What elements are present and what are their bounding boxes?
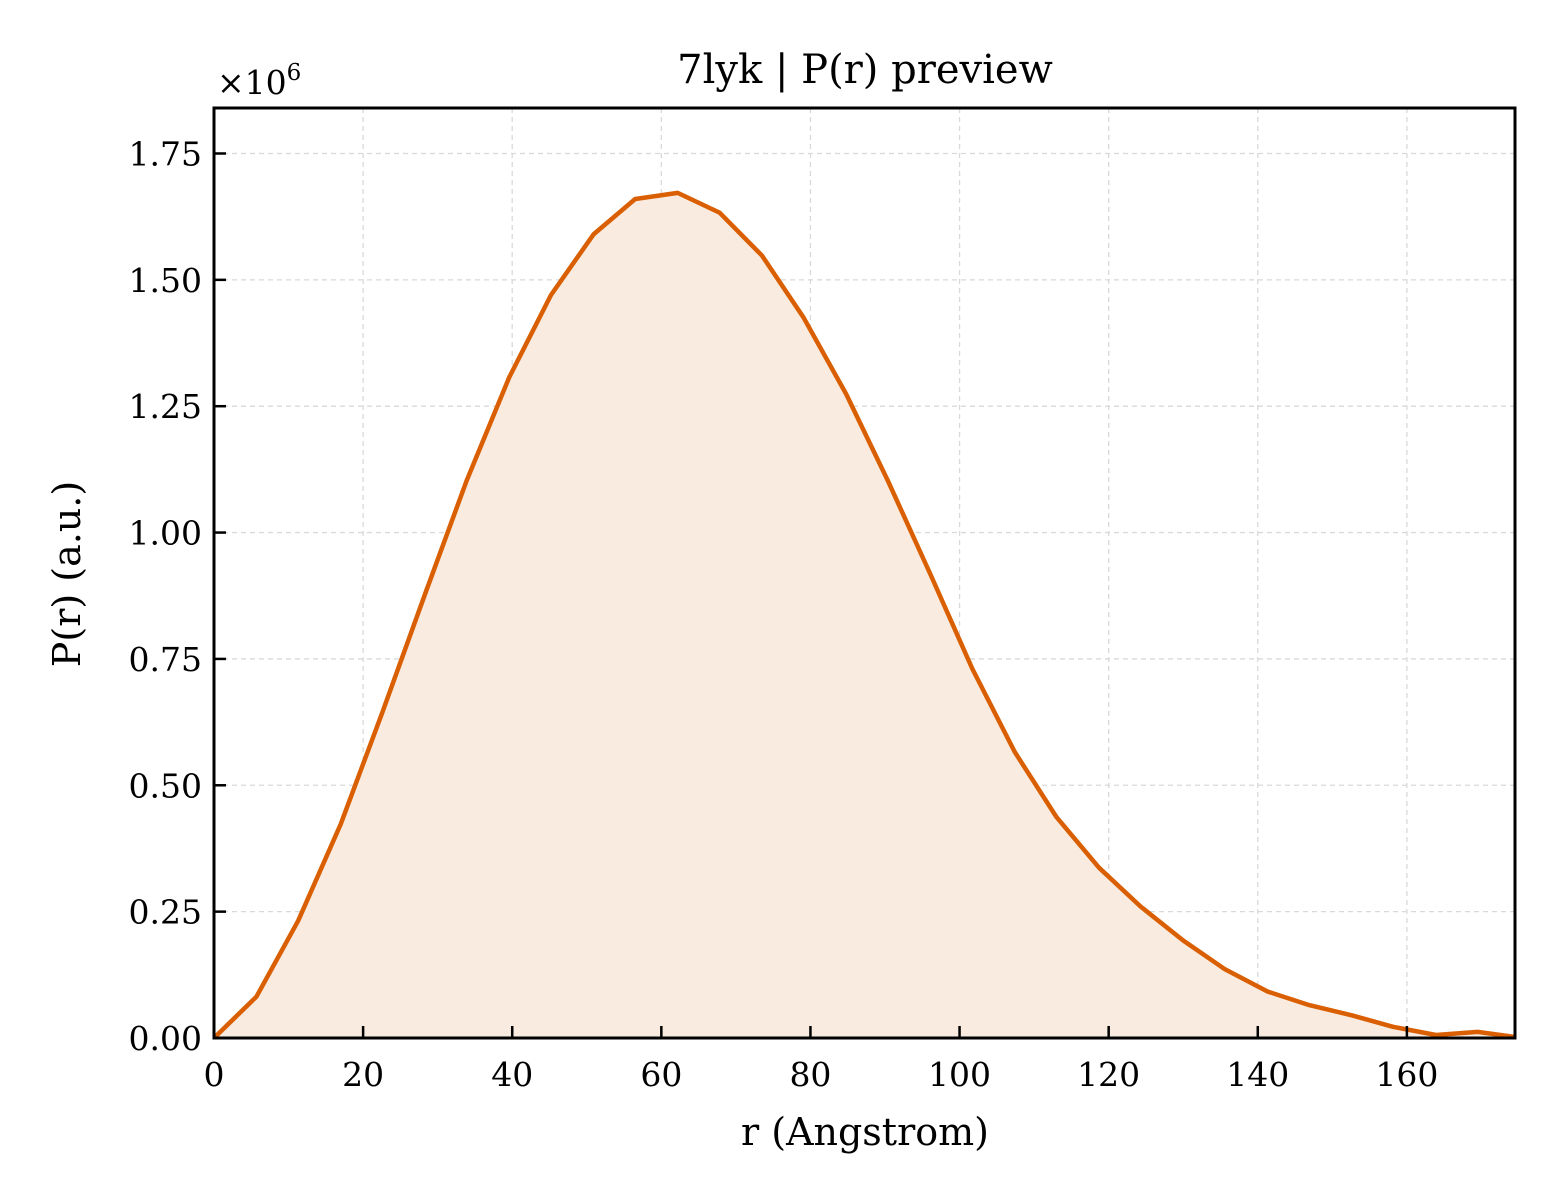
y-tick-label: 1.75: [129, 134, 202, 173]
x-tick-label: 0: [204, 1055, 225, 1094]
x-tick-label: 60: [640, 1055, 682, 1094]
x-tick-label: 160: [1375, 1055, 1438, 1094]
y-tick-label: 0.25: [129, 893, 202, 932]
y-tick-label: 1.00: [129, 514, 202, 553]
plot-frame: [212, 106, 1517, 1040]
x-tick-label: 100: [928, 1055, 991, 1094]
area-fill: [214, 192, 1515, 1038]
y-multiplier-base: ×10: [217, 63, 287, 102]
y-multiplier-exponent: 6: [287, 60, 302, 86]
x-tick-label: 20: [342, 1055, 384, 1094]
x-tick-label: 40: [491, 1055, 533, 1094]
y-tick-label: 1.25: [129, 387, 202, 426]
x-tick-label: 140: [1226, 1055, 1289, 1094]
y-tick-label: 1.50: [129, 261, 202, 300]
chart-title: 7lyk | P(r) preview: [677, 47, 1053, 93]
y-tick-label: 0.75: [129, 640, 202, 679]
y-tick-label: 0.00: [129, 1019, 202, 1058]
series-line: [212, 190, 1516, 1040]
ticks: 0 20 40 60 80 100 120 140 160 0.00 0.25 0.50 0.75 1.0…: [129, 134, 1439, 1094]
y-axis-label: P(r) (a.u.): [45, 481, 89, 667]
x-tick-label: 120: [1077, 1055, 1140, 1094]
x-axis-label: r (Angstrom): [741, 1110, 989, 1154]
x-tick-label: 80: [789, 1055, 831, 1094]
y-tick-label: 0.50: [129, 766, 202, 805]
y-multiplier-label: ×106: [217, 60, 301, 102]
